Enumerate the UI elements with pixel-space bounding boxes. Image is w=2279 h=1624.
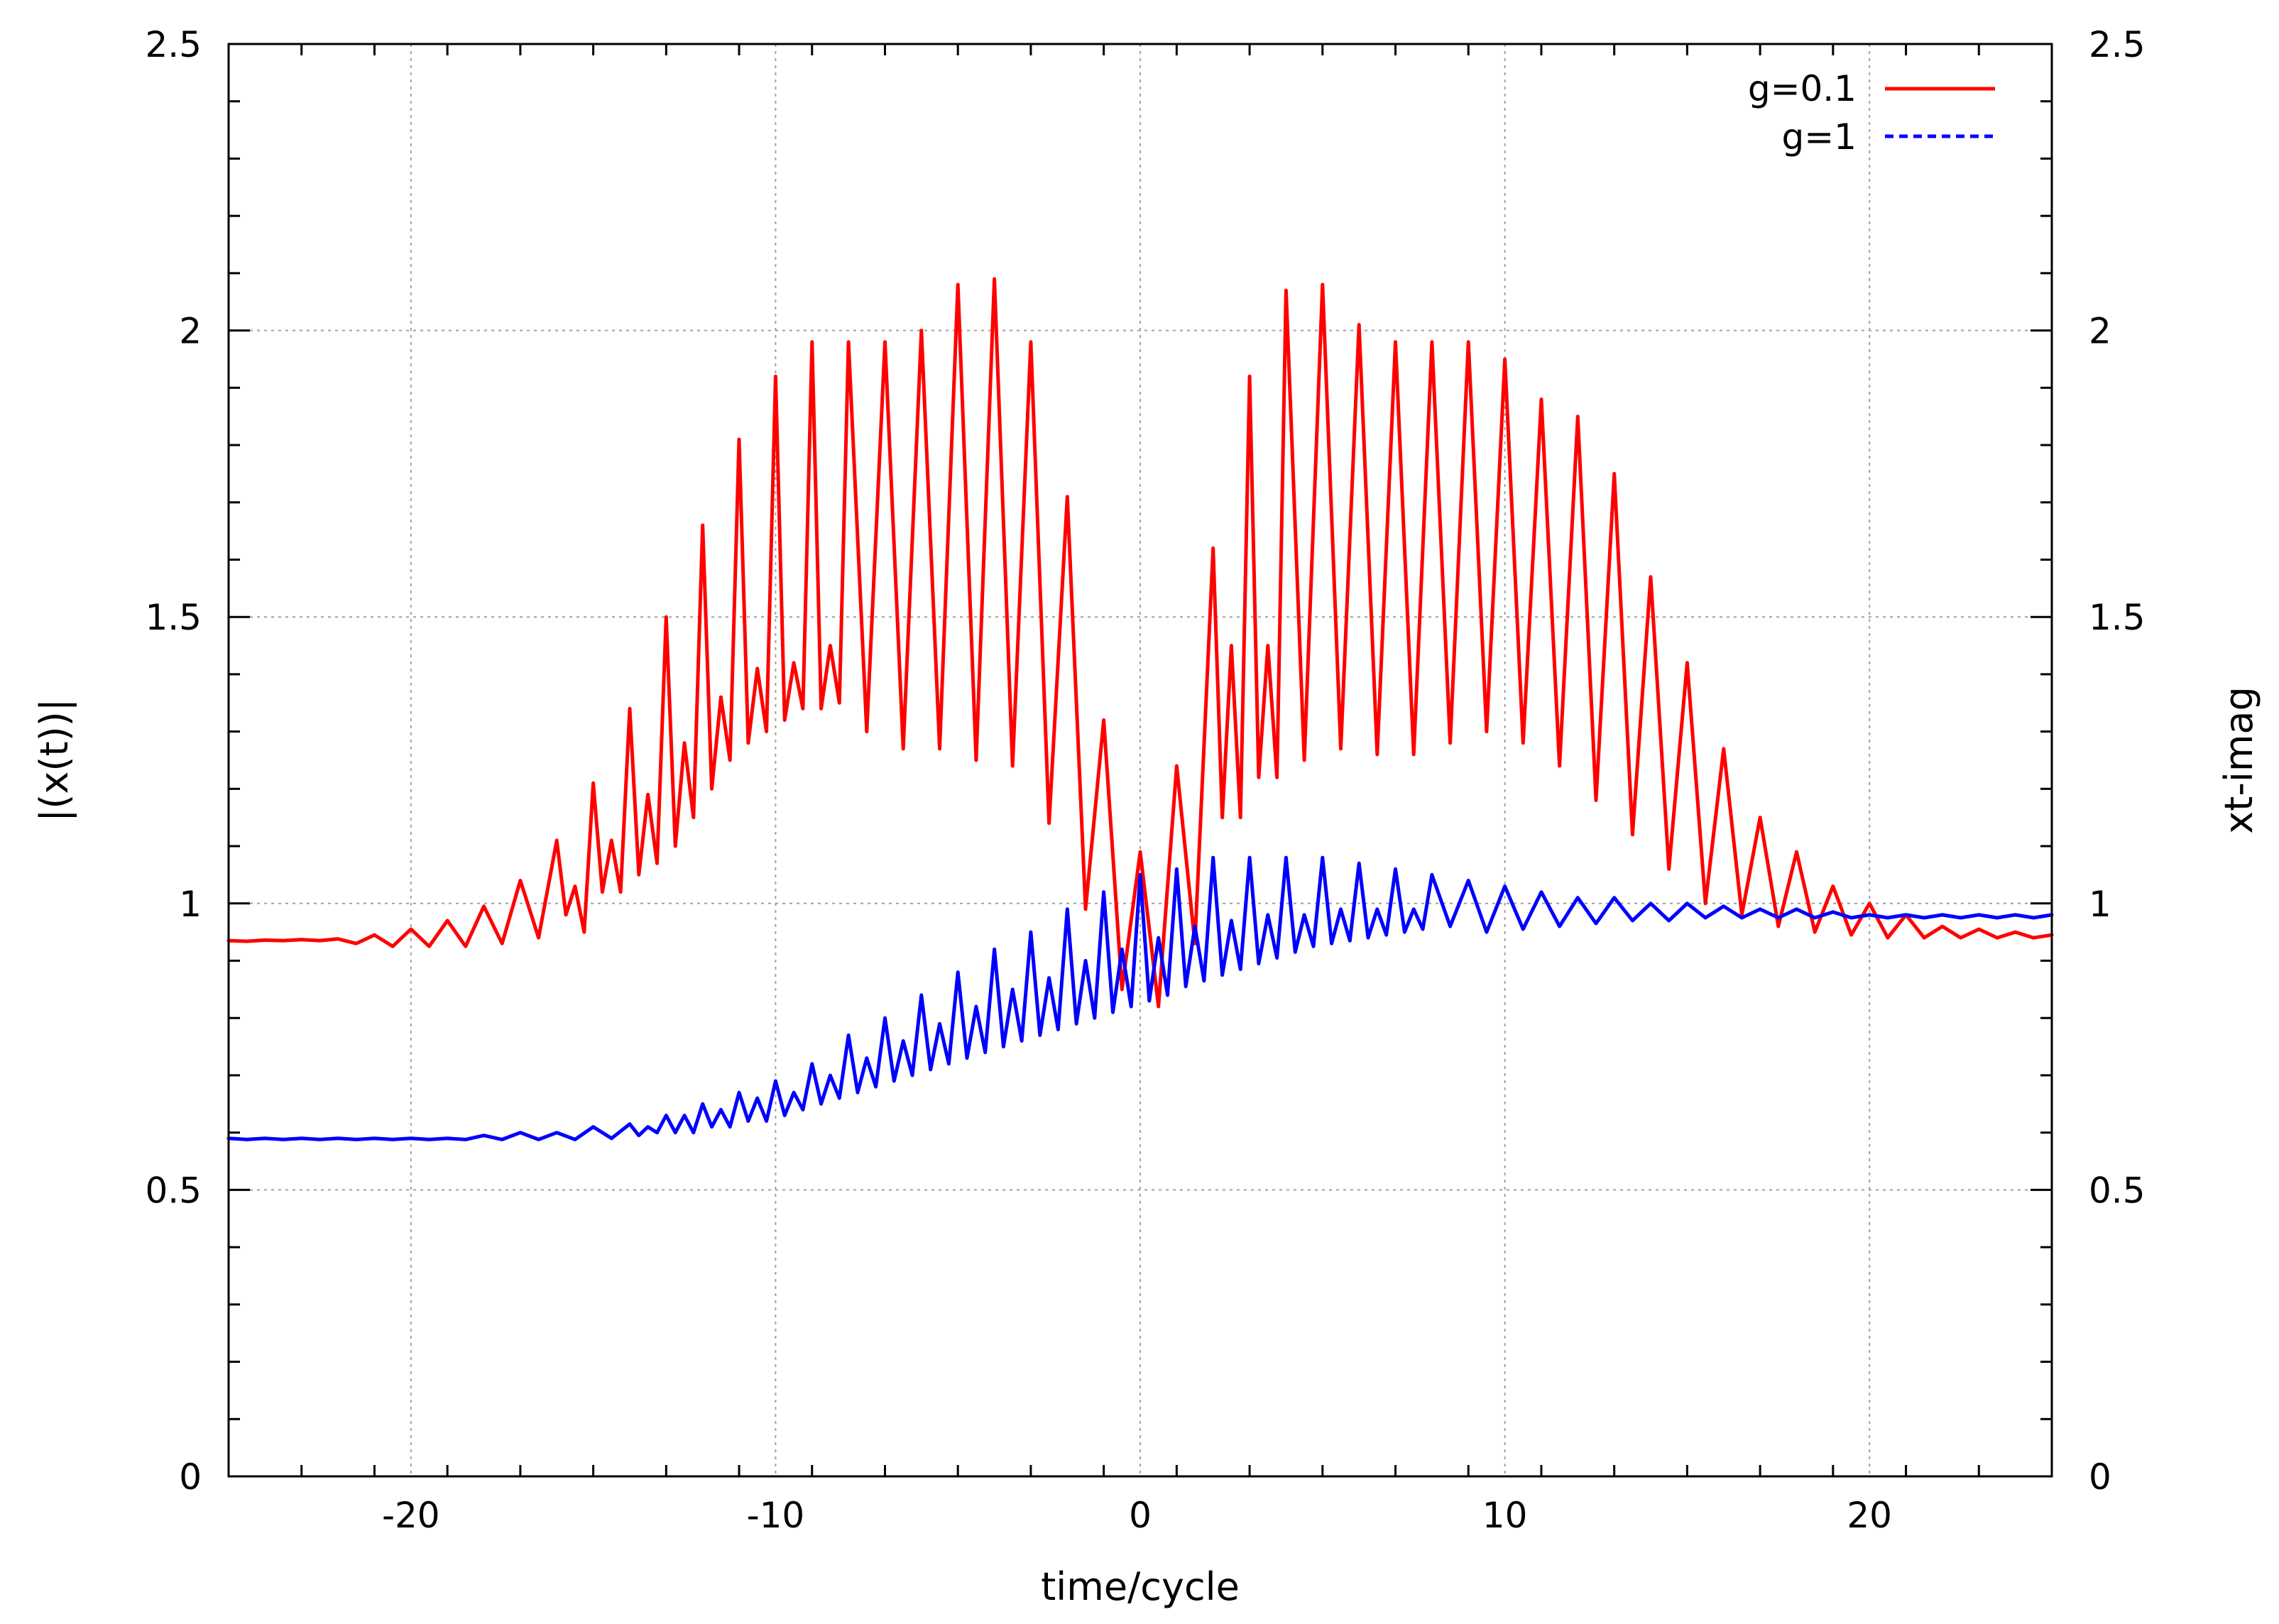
y2-tick-label: 1 [2089, 884, 2111, 925]
y-tick-label: 0 [179, 1456, 202, 1498]
x-tick-label: 10 [1482, 1495, 1528, 1536]
series-layer [226, 277, 2054, 1141]
plot-frame [227, 43, 2053, 1478]
x-tick-label: -20 [382, 1495, 440, 1536]
y2-tick-label: 2.5 [2089, 24, 2146, 65]
y2-tick-label: 0.5 [2089, 1170, 2146, 1211]
y-tick-label: 1 [179, 884, 202, 925]
x-axis-label: time/cycle [1041, 1564, 1240, 1609]
legend-label-g1: g=1 [1782, 116, 1857, 158]
x-tick-label: 20 [1847, 1495, 1892, 1536]
y-tick-label: 2.5 [145, 24, 202, 65]
y2-tick-label: 0 [2089, 1456, 2111, 1498]
y-tick-label: 0.5 [145, 1170, 202, 1211]
y2-axis-label: xt-imag [2217, 686, 2261, 834]
y-tick-label: 2 [179, 311, 202, 352]
series-line-g1 [226, 855, 2054, 1141]
legend: g=0.1 g=1 [1748, 68, 1995, 158]
grid [229, 44, 2052, 1476]
y2-tick-label: 1.5 [2089, 597, 2146, 638]
series-line-g01 [226, 277, 2054, 1009]
ticks [227, 43, 2053, 1478]
x-tick-label: 0 [1129, 1495, 1152, 1536]
y2-tick-label: 2 [2089, 311, 2111, 352]
legend-label-g01: g=0.1 [1748, 68, 1857, 109]
y-tick-label: 1.5 [145, 597, 202, 638]
tick-labels: -20 -10 0 10 20 0 0 0.5 0.5 1 1 1.5 1.5 2 2 2.5 2.5 [145, 24, 2145, 1536]
x-tick-label: -10 [747, 1495, 805, 1536]
y-axis-label: |(x(t))| [32, 698, 77, 822]
